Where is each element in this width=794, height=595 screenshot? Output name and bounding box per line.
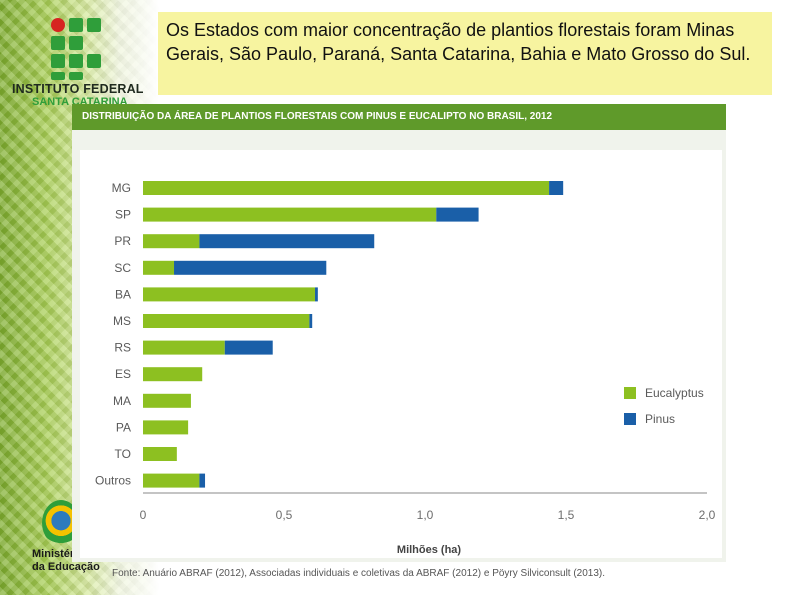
bar-pinus-rs xyxy=(224,340,273,355)
category-label: PA xyxy=(116,420,131,434)
bar-eucalyptus-ms xyxy=(143,314,310,328)
bar-eucalyptus-pa xyxy=(143,420,189,435)
legend-swatch-eucalyptus xyxy=(624,387,636,399)
x-axis-label: Milhões (ha) xyxy=(397,544,462,556)
bar-pinus-ms xyxy=(309,314,313,328)
legend-label-eucalyptus: Eucalyptus xyxy=(645,386,704,400)
bar-eucalyptus-ma xyxy=(143,393,191,408)
legend: Eucalyptus Pinus xyxy=(624,386,704,426)
ministry-line1: Ministério xyxy=(32,548,84,560)
bar-eucalyptus-mg xyxy=(143,181,550,195)
x-tick-label: 1,5 xyxy=(558,508,575,522)
logo-text-line1: INSTITUTO FEDERAL xyxy=(12,82,144,96)
category-label: RS xyxy=(114,341,131,355)
x-tick-labels: 0 0,5 1,0 1,5 2,0 xyxy=(140,508,716,522)
bar-eucalyptus-sp xyxy=(143,207,437,222)
logo-grid-icon xyxy=(51,18,105,86)
x-tick-label: 2,0 xyxy=(699,508,716,522)
x-tick-label: 0 xyxy=(140,508,147,522)
category-labels: MG SP PR SC BA MS RS ES MA PA TO Outros xyxy=(95,181,131,488)
category-label: PR xyxy=(114,234,131,248)
callout-box: Os Estados com maior concentração de pla… xyxy=(158,12,772,95)
legend-label-pinus: Pinus xyxy=(645,412,675,426)
bar-pinus-pr xyxy=(199,234,375,249)
bar-pinus-sp xyxy=(436,207,479,222)
ministry-line2: da Educação xyxy=(32,561,100,573)
bar-eucalyptus-sc xyxy=(143,260,175,275)
legend-swatch-pinus xyxy=(624,413,636,425)
bar-pinus-sc xyxy=(174,260,327,275)
ministry-text: Ministério da Educação xyxy=(32,548,112,574)
source-note: Fonte: Anuário ABRAF (2012), Associadas … xyxy=(112,568,606,579)
bars-group xyxy=(143,181,564,488)
bar-eucalyptus-es xyxy=(143,367,203,382)
category-label: Outros xyxy=(95,474,131,488)
bar-eucalyptus-rs xyxy=(143,340,225,355)
category-label: MA xyxy=(113,394,131,408)
bar-pinus-ba xyxy=(315,287,318,302)
category-label: ES xyxy=(115,367,131,381)
bar-eucalyptus-pr xyxy=(143,234,200,249)
category-label: SC xyxy=(114,261,131,275)
category-label: TO xyxy=(115,447,131,461)
category-label: SP xyxy=(115,208,131,222)
bar-eucalyptus-outros xyxy=(143,473,200,488)
category-label: MS xyxy=(113,314,131,328)
category-label: MG xyxy=(112,181,131,195)
bar-pinus-mg xyxy=(549,181,564,195)
chart-title: DISTRIBUIÇÃO DA ÁREA DE PLANTIOS FLOREST… xyxy=(72,104,726,130)
bar-eucalyptus-to xyxy=(143,447,177,461)
x-tick-label: 0,5 xyxy=(276,508,293,522)
bar-pinus-outros xyxy=(199,473,206,488)
callout-text: Os Estados com maior concentração de pla… xyxy=(166,20,751,64)
category-label: BA xyxy=(115,287,131,301)
bar-eucalyptus-ba xyxy=(143,287,316,302)
x-tick-label: 1,0 xyxy=(417,508,434,522)
